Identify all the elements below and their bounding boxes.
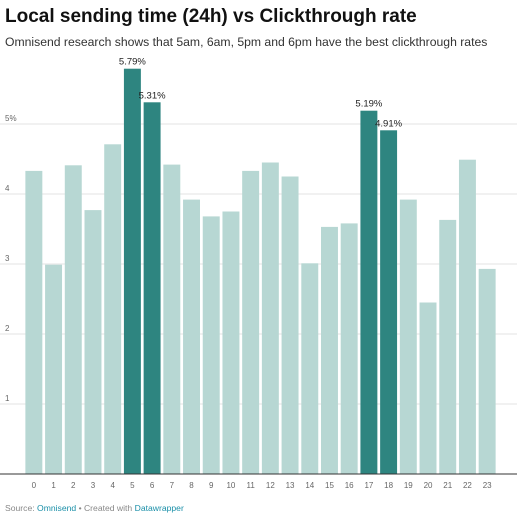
x-tick-label: 13: [286, 481, 295, 490]
x-tick-label: 5: [130, 481, 135, 490]
x-tick-label: 22: [463, 481, 472, 490]
x-tick-label: 17: [364, 481, 373, 490]
bar: [321, 226, 338, 474]
x-tick-label: 12: [266, 481, 275, 490]
bar: [64, 165, 82, 475]
x-tick-label: 20: [424, 481, 433, 490]
data-label: 4.91%: [375, 118, 402, 129]
chart-footer: Source: Omnisend • Created with Datawrap…: [5, 503, 184, 513]
x-tick-label: 11: [246, 481, 255, 490]
chart-title: Local sending time (24h) vs Clickthrough…: [5, 6, 417, 27]
bar: [183, 199, 200, 474]
bar: [360, 110, 378, 474]
x-tick-label: 10: [226, 481, 235, 490]
y-tick-label: 2: [5, 324, 10, 333]
bar: [261, 162, 279, 474]
x-tick-label: 14: [305, 481, 314, 490]
bar: [281, 176, 299, 474]
y-tick-label: 1: [5, 394, 10, 403]
bar: [222, 211, 240, 474]
data-label: 5.31%: [139, 90, 166, 101]
x-tick-label: 1: [51, 481, 56, 490]
x-tick-label: 16: [345, 481, 354, 490]
x-tick-label: 15: [325, 481, 334, 490]
bar: [163, 164, 181, 474]
bar: [340, 223, 358, 474]
x-tick-label: 3: [91, 481, 96, 490]
bar: [242, 170, 260, 474]
credit-separator: • Created with: [76, 503, 135, 513]
x-tick-label: 21: [443, 481, 452, 490]
bar: [104, 144, 122, 475]
x-tick-label: 6: [150, 481, 155, 490]
bar: [84, 210, 102, 474]
x-tick-label: 8: [189, 481, 194, 490]
x-tick-label: 18: [384, 481, 393, 490]
bar: [380, 130, 398, 475]
x-tick-label: 19: [404, 481, 413, 490]
bar: [45, 264, 63, 474]
bar: [25, 170, 43, 474]
bar: [143, 102, 161, 475]
bar: [439, 219, 457, 474]
y-tick-label: 3: [5, 254, 10, 263]
bar: [123, 68, 141, 474]
datawrapper-link[interactable]: Datawrapper: [134, 503, 184, 513]
x-tick-label: 4: [110, 481, 115, 490]
chart-subtitle: Omnisend research shows that 5am, 6am, 5…: [5, 35, 488, 49]
x-tick-label: 23: [483, 481, 492, 490]
x-tick-label: 9: [209, 481, 214, 490]
data-label: 5.79%: [119, 57, 146, 68]
data-label: 5.19%: [355, 99, 382, 110]
x-tick-label: 2: [71, 481, 76, 490]
x-tick-label: 0: [32, 481, 37, 490]
bar: [478, 268, 496, 474]
bar: [301, 263, 319, 474]
y-tick-label: 5%: [5, 114, 17, 123]
bar: [458, 159, 476, 474]
x-tick-label: 7: [170, 481, 175, 490]
source-prefix: Source:: [5, 503, 38, 513]
y-tick-label: 4: [5, 184, 10, 193]
source-link[interactable]: Omnisend: [37, 503, 77, 513]
bar: [202, 216, 220, 474]
bar: [399, 199, 417, 474]
bar: [419, 302, 437, 474]
